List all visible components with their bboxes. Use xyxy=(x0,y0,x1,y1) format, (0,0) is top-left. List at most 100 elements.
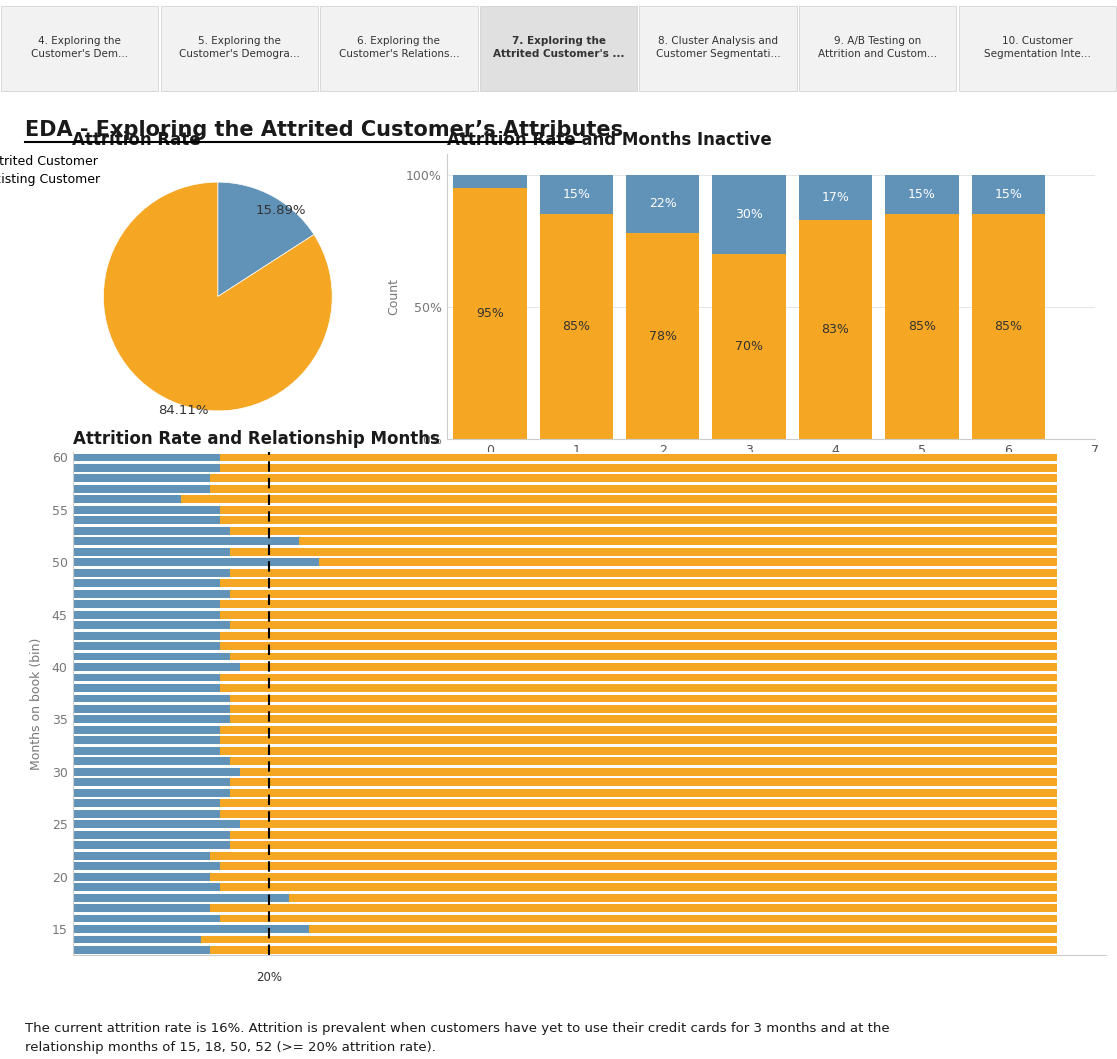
Bar xyxy=(73,915,220,922)
Bar xyxy=(230,652,1057,661)
FancyBboxPatch shape xyxy=(958,6,1116,91)
Text: Attrition Rate: Attrition Rate xyxy=(71,131,201,149)
Text: 15%: 15% xyxy=(908,189,936,201)
Bar xyxy=(73,830,230,839)
Bar xyxy=(220,579,1057,587)
Bar xyxy=(73,622,230,629)
Bar xyxy=(972,175,1046,214)
Bar xyxy=(454,175,527,189)
Bar xyxy=(220,810,1057,818)
Text: Attrition Rate and Months Inactive: Attrition Rate and Months Inactive xyxy=(447,131,772,149)
Bar xyxy=(73,810,220,818)
Bar xyxy=(73,757,230,766)
Bar xyxy=(73,674,220,681)
Bar xyxy=(308,926,1057,933)
Y-axis label: Count: Count xyxy=(388,279,401,315)
Bar xyxy=(220,611,1057,618)
Bar xyxy=(73,537,299,545)
Text: 85%: 85% xyxy=(562,321,591,334)
Bar xyxy=(799,175,872,220)
Bar xyxy=(240,663,1057,671)
Bar xyxy=(540,214,613,439)
Bar xyxy=(73,558,318,567)
Y-axis label: Months on book (bin): Months on book (bin) xyxy=(30,638,44,770)
Bar xyxy=(885,214,958,439)
Bar xyxy=(220,726,1057,734)
Bar xyxy=(73,569,230,577)
Text: 10. Customer
Segmentation Inte...: 10. Customer Segmentation Inte... xyxy=(984,36,1090,59)
Bar xyxy=(210,474,1057,482)
Bar xyxy=(454,189,527,439)
Bar xyxy=(230,841,1057,849)
Wedge shape xyxy=(218,182,314,297)
Bar xyxy=(73,821,240,828)
Bar xyxy=(220,464,1057,472)
Bar xyxy=(230,569,1057,577)
Bar xyxy=(73,474,210,482)
Bar xyxy=(220,862,1057,870)
Text: 17%: 17% xyxy=(822,191,849,203)
Bar xyxy=(73,768,240,776)
Bar xyxy=(230,622,1057,629)
Bar xyxy=(220,747,1057,755)
Text: 78%: 78% xyxy=(649,329,677,343)
Text: 15%: 15% xyxy=(563,189,590,201)
Bar xyxy=(972,214,1046,439)
Bar xyxy=(73,496,181,503)
Bar xyxy=(73,464,220,472)
Text: 15.89%: 15.89% xyxy=(256,204,306,217)
Bar xyxy=(73,548,230,556)
Text: 7. Exploring the
Attrited Customer's ...: 7. Exploring the Attrited Customer's ... xyxy=(493,36,624,59)
Text: 85%: 85% xyxy=(908,321,936,334)
Text: 4. Exploring the
Customer's Dem...: 4. Exploring the Customer's Dem... xyxy=(31,36,128,59)
Bar xyxy=(540,175,613,214)
Bar xyxy=(73,611,220,618)
Text: 8. Cluster Analysis and
Customer Segmentati...: 8. Cluster Analysis and Customer Segment… xyxy=(656,36,781,59)
Bar xyxy=(73,841,230,849)
Bar xyxy=(73,736,220,744)
Bar xyxy=(626,175,699,233)
Bar xyxy=(73,789,230,796)
Legend: Attrited Customer, Existing Customer: Attrited Customer, Existing Customer xyxy=(0,155,101,186)
Bar xyxy=(73,652,230,661)
Text: Attrition Rate and Relationship Months: Attrition Rate and Relationship Months xyxy=(73,430,439,448)
Text: 15%: 15% xyxy=(994,189,1022,201)
Bar xyxy=(73,883,220,891)
Text: 85%: 85% xyxy=(994,321,1022,334)
Text: 20%: 20% xyxy=(257,971,283,984)
Bar xyxy=(210,485,1057,492)
Bar xyxy=(885,175,958,214)
Text: 30%: 30% xyxy=(735,208,763,221)
Bar xyxy=(73,946,210,954)
Bar xyxy=(210,946,1057,954)
Bar xyxy=(73,453,220,462)
FancyBboxPatch shape xyxy=(639,6,796,91)
FancyBboxPatch shape xyxy=(321,6,478,91)
Bar xyxy=(73,800,220,807)
Bar xyxy=(626,233,699,439)
Bar xyxy=(73,663,240,671)
Bar xyxy=(220,631,1057,640)
Bar xyxy=(73,527,230,535)
Bar xyxy=(220,600,1057,608)
Bar xyxy=(318,558,1057,567)
Bar xyxy=(230,705,1057,713)
FancyBboxPatch shape xyxy=(1,6,159,91)
Text: 84.11%: 84.11% xyxy=(159,405,209,417)
Bar xyxy=(299,537,1057,545)
Bar xyxy=(230,716,1057,723)
Bar xyxy=(73,684,220,692)
Bar xyxy=(220,642,1057,650)
Bar xyxy=(73,851,210,860)
Bar xyxy=(230,527,1057,535)
Bar xyxy=(210,851,1057,860)
Bar xyxy=(230,590,1057,597)
Bar xyxy=(220,800,1057,807)
Text: 5. Exploring the
Customer's Demogra...: 5. Exploring the Customer's Demogra... xyxy=(179,36,299,59)
Bar xyxy=(220,453,1057,462)
Bar xyxy=(73,904,210,912)
Bar xyxy=(73,935,201,944)
Text: 22%: 22% xyxy=(649,197,677,211)
Bar xyxy=(220,517,1057,524)
Bar xyxy=(240,768,1057,776)
